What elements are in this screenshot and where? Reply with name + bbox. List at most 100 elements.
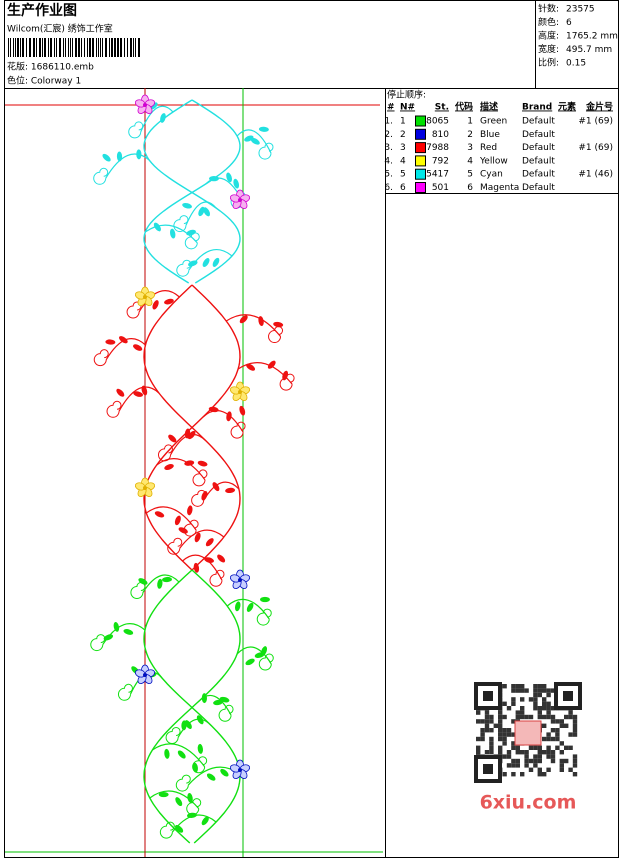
qr-cell bbox=[533, 701, 538, 706]
qr-cell bbox=[555, 732, 560, 737]
color-swatch bbox=[415, 155, 426, 167]
qr-cell bbox=[511, 732, 516, 737]
leaf bbox=[116, 151, 123, 162]
qr-cell bbox=[528, 758, 534, 764]
qr-cell bbox=[555, 745, 560, 750]
qr-cell bbox=[559, 741, 564, 746]
stat-value: 1765.2 mm bbox=[566, 32, 618, 42]
qr-cell bbox=[572, 719, 578, 724]
leaf bbox=[133, 391, 144, 397]
bar bbox=[10, 38, 11, 57]
spiral bbox=[93, 167, 109, 185]
qr-cell bbox=[568, 732, 573, 737]
bar bbox=[96, 38, 97, 57]
qr-cell bbox=[498, 723, 503, 728]
flower-center bbox=[143, 673, 147, 677]
leaf bbox=[178, 527, 188, 534]
branch bbox=[179, 529, 225, 549]
cell: 5. bbox=[384, 170, 393, 180]
qr-cell bbox=[533, 697, 538, 702]
qr-cell bbox=[511, 688, 516, 693]
qr-cell bbox=[528, 767, 534, 772]
leaf bbox=[138, 578, 148, 585]
qr-cell bbox=[546, 706, 551, 711]
qr-cell bbox=[572, 728, 578, 733]
qr-cell bbox=[542, 701, 547, 706]
branch bbox=[144, 224, 198, 244]
leaf bbox=[233, 178, 240, 189]
stat-value: 6 bbox=[566, 18, 572, 28]
qr-cell bbox=[537, 767, 542, 772]
leaf bbox=[201, 816, 209, 826]
leaf bbox=[246, 363, 256, 371]
flower-center bbox=[143, 103, 147, 107]
cell: 1. bbox=[384, 117, 393, 127]
leaf bbox=[160, 113, 166, 123]
qr-cell bbox=[498, 710, 503, 715]
leaf bbox=[261, 646, 268, 656]
bar bbox=[59, 38, 61, 57]
bar bbox=[63, 38, 64, 57]
qr-cell bbox=[524, 763, 529, 768]
column-header: N# bbox=[400, 103, 415, 113]
bar bbox=[33, 38, 35, 57]
stat-label: 宽度: bbox=[538, 43, 559, 55]
bar bbox=[109, 38, 110, 57]
qr-cell bbox=[559, 758, 564, 764]
leaf bbox=[197, 743, 203, 754]
bar bbox=[8, 38, 9, 57]
leaf bbox=[188, 260, 198, 267]
table-caption: 停止顺序: bbox=[387, 89, 426, 101]
qr-cell bbox=[520, 772, 525, 777]
qr-cell bbox=[520, 706, 525, 711]
branch bbox=[182, 554, 223, 581]
qr-cell bbox=[546, 750, 551, 755]
qr-cell bbox=[537, 684, 542, 689]
qr-cell bbox=[572, 723, 578, 728]
bar bbox=[120, 38, 122, 57]
qr-cell bbox=[537, 750, 542, 755]
leaf bbox=[208, 176, 219, 182]
qr-cell bbox=[555, 736, 560, 742]
bar bbox=[100, 38, 101, 57]
leaf bbox=[273, 321, 284, 328]
leaf bbox=[133, 344, 143, 351]
cell: 3. bbox=[384, 143, 393, 153]
qr-cell bbox=[546, 732, 551, 737]
qr-cell bbox=[537, 772, 542, 777]
qr-cell bbox=[564, 758, 569, 764]
qr-cell bbox=[550, 750, 556, 755]
qr-cell bbox=[476, 736, 481, 742]
branch bbox=[197, 694, 232, 716]
leaf bbox=[239, 405, 246, 416]
branch bbox=[225, 314, 282, 337]
qr-cell bbox=[533, 758, 538, 764]
cell: 2 bbox=[467, 130, 473, 140]
leaf bbox=[201, 693, 207, 704]
bar bbox=[29, 38, 31, 57]
color-swatch bbox=[415, 182, 426, 193]
qr-cell bbox=[537, 758, 542, 764]
bar bbox=[36, 38, 37, 57]
spiral bbox=[173, 215, 189, 233]
qr-cell bbox=[520, 684, 525, 689]
qr-cell bbox=[559, 763, 564, 768]
cell: 792 bbox=[432, 156, 449, 166]
cell: 4 bbox=[400, 156, 406, 166]
qr-cell bbox=[537, 688, 542, 693]
leaf bbox=[123, 629, 134, 635]
qr-cell bbox=[559, 723, 564, 728]
qr-cell bbox=[524, 714, 529, 720]
bar bbox=[114, 38, 116, 57]
leaf bbox=[175, 797, 183, 807]
bar bbox=[130, 38, 132, 57]
leaf bbox=[205, 538, 214, 547]
vine bbox=[143, 569, 241, 844]
bar bbox=[78, 38, 80, 57]
qr-cell bbox=[511, 697, 516, 702]
qr-cell bbox=[515, 714, 520, 720]
qr-cell bbox=[572, 732, 578, 737]
cell: 2 bbox=[400, 130, 406, 140]
cell: Green bbox=[480, 117, 507, 127]
leaf bbox=[234, 601, 241, 612]
